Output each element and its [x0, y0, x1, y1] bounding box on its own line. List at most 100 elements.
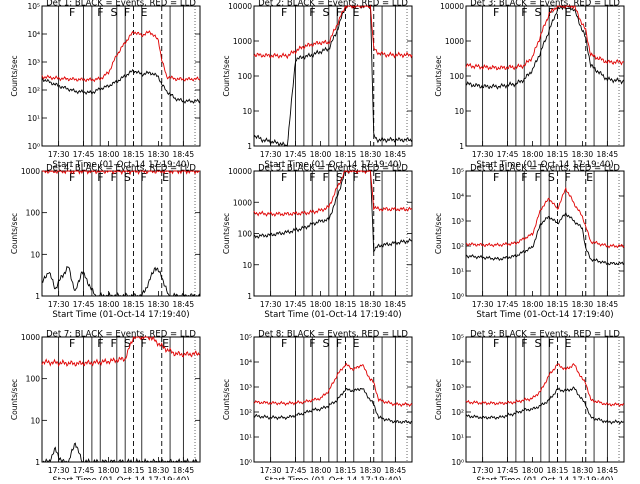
x-tick-label: 18:30	[572, 466, 594, 475]
x-tick-label: 18:30	[148, 466, 170, 475]
x-tick-label: 18:00	[310, 466, 332, 475]
plot-frame	[41, 5, 201, 147]
plot-frame	[253, 336, 413, 463]
y-tick-label: 10⁰	[27, 142, 40, 151]
x-axis-label: Start Time (01-Oct-14 17:19:40)	[264, 160, 401, 170]
x-tick-label: 18:00	[522, 300, 544, 309]
plot-frame	[465, 170, 625, 297]
x-axis-label: Start Time (01-Oct-14 17:19:40)	[476, 160, 613, 170]
y-tick-label: 100	[26, 209, 41, 218]
x-tick-label: 17:30	[260, 300, 282, 309]
y-tick-label: 10⁰	[451, 292, 464, 301]
interval-marker-label: E	[564, 337, 571, 350]
interval-marker-label: F	[140, 171, 146, 184]
x-tick-label: 18:15	[547, 150, 569, 159]
panel-title: Det 5: BLACK = Events, RED = LLD	[258, 164, 408, 174]
y-tick-label: 1	[35, 292, 40, 301]
x-tick-label: 18:45	[385, 466, 407, 475]
panel-title: Det 2: BLACK = Events, RED = LLD	[258, 0, 408, 9]
y-tick-label: 10³	[451, 383, 464, 392]
x-axis-label: Start Time (01-Oct-14 17:19:40)	[264, 476, 401, 480]
x-tick-label: 18:00	[98, 300, 120, 309]
y-tick-label: 10	[454, 107, 464, 116]
interval-marker-label: F	[140, 337, 146, 350]
y-axis-label: Counts/sec	[434, 379, 443, 420]
interval-marker-label: F	[97, 6, 103, 19]
interval-marker-label: S	[548, 171, 555, 184]
y-tick-label: 100	[450, 72, 465, 81]
y-tick-label: 1000	[445, 37, 464, 46]
x-tick-label: 17:45	[497, 300, 519, 309]
y-axis-label: Counts/sec	[10, 213, 19, 254]
y-tick-label: 1000	[233, 37, 252, 46]
x-tick-label: 18:30	[360, 466, 382, 475]
y-tick-label: 1	[247, 292, 252, 301]
x-tick-label: 18:15	[335, 466, 357, 475]
x-tick-label: 18:30	[572, 150, 594, 159]
y-tick-label: 10²	[451, 408, 464, 417]
panel-title: Det 6: BLACK = Events, RED = LLD	[470, 164, 620, 174]
y-axis-label: Counts/sec	[10, 55, 19, 96]
x-tick-label: 17:30	[260, 466, 282, 475]
series-line-events	[42, 442, 200, 464]
x-tick-label: 17:30	[472, 150, 494, 159]
y-tick-label: 100	[26, 375, 41, 384]
x-tick-label: 18:00	[310, 150, 332, 159]
x-axis-label: Start Time (01-Oct-14 17:19:40)	[52, 160, 189, 170]
series-line-events	[41, 68, 201, 104]
plot-frame	[465, 336, 625, 463]
x-tick-label: 18:30	[148, 300, 170, 309]
y-tick-label: 10⁴	[27, 30, 40, 39]
y-tick-label: 10	[242, 261, 252, 270]
x-tick-label: 18:45	[173, 150, 195, 159]
x-tick-label: 17:30	[48, 466, 70, 475]
x-tick-label: 18:45	[173, 300, 195, 309]
interval-marker-label: F	[309, 6, 315, 19]
interval-marker-label: S	[336, 171, 343, 184]
plot-frame	[253, 5, 413, 147]
y-axis-label: Counts/sec	[10, 379, 19, 420]
interval-marker-label: F	[352, 171, 358, 184]
y-tick-label: 10⁰	[239, 458, 252, 467]
y-axis-label: Counts/sec	[222, 379, 231, 420]
panel-title: Det 3: BLACK = Events, RED = LLD	[470, 0, 620, 9]
interval-marker-label: F	[309, 337, 315, 350]
series-line-lld	[253, 362, 413, 408]
x-tick-label: 17:30	[48, 300, 70, 309]
interval-marker-label: F	[281, 6, 287, 19]
interval-marker-label: F	[97, 171, 103, 184]
x-axis-label: Start Time (01-Oct-14 17:19:40)	[52, 310, 189, 320]
interval-marker-label: F	[493, 171, 499, 184]
y-tick-label: 10⁴	[239, 358, 252, 367]
y-tick-label: 10³	[451, 217, 464, 226]
plot-frame	[41, 336, 201, 463]
y-tick-label: 10000	[228, 2, 252, 11]
interval-marker-label: F	[336, 6, 342, 19]
panel-title: Det 8: BLACK = Events, RED = LLD	[258, 330, 408, 340]
series-line-events	[465, 211, 625, 266]
interval-marker-label: F	[97, 337, 103, 350]
plot-frame	[41, 170, 201, 297]
x-tick-label: 17:45	[285, 300, 307, 309]
series-line-lld	[465, 5, 625, 71]
x-tick-label: 18:00	[310, 300, 332, 309]
y-tick-label: 1	[35, 458, 40, 467]
y-tick-label: 10⁵	[239, 333, 252, 342]
series-line-lld	[465, 362, 625, 407]
x-tick-label: 18:00	[522, 150, 544, 159]
x-tick-label: 18:00	[98, 150, 120, 159]
series-line-events	[253, 387, 413, 425]
x-tick-label: 18:15	[335, 300, 357, 309]
y-tick-label: 1	[459, 142, 464, 151]
y-tick-label: 1000	[21, 167, 40, 176]
panel-title: Det 4: BLACK = Events, RED = LLD	[46, 164, 196, 174]
y-tick-label: 10¹	[239, 433, 252, 442]
